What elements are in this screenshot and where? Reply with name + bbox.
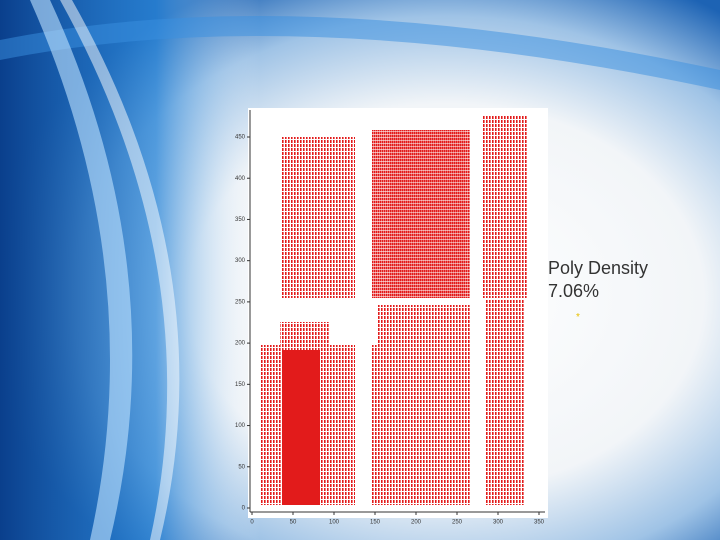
bullet-star: * xyxy=(576,312,580,323)
x-tick-label: 100 xyxy=(329,520,340,526)
background-swoosh xyxy=(30,0,133,540)
caption-title: Poly Density xyxy=(548,258,649,278)
y-tick-label: 350 xyxy=(235,217,246,223)
x-tick-label: 250 xyxy=(452,520,463,526)
background-swoosh xyxy=(60,0,180,540)
y-tick-label: 0 xyxy=(242,506,246,512)
x-tick-label: 0 xyxy=(250,520,254,526)
caption: Poly Density 7.06% xyxy=(548,257,648,303)
caption-value: 7.06% xyxy=(548,281,600,301)
background-swoosh xyxy=(0,15,720,90)
x-tick-label: 50 xyxy=(290,520,297,526)
y-tick-label: 50 xyxy=(238,464,245,470)
x-tick-label: 200 xyxy=(411,520,422,526)
y-tick-label: 400 xyxy=(235,176,246,182)
y-tick-label: 100 xyxy=(235,423,246,429)
y-tick-label: 200 xyxy=(235,341,246,347)
x-tick-label: 350 xyxy=(534,520,545,526)
y-tick-label: 250 xyxy=(235,299,246,305)
layout-pattern xyxy=(260,115,528,505)
y-tick-label: 450 xyxy=(235,135,246,141)
y-tick-label: 300 xyxy=(235,258,246,264)
x-tick-label: 150 xyxy=(370,520,381,526)
y-tick-label: 150 xyxy=(235,382,246,388)
background-swoosh xyxy=(0,0,260,540)
x-tick-label: 300 xyxy=(493,520,504,526)
